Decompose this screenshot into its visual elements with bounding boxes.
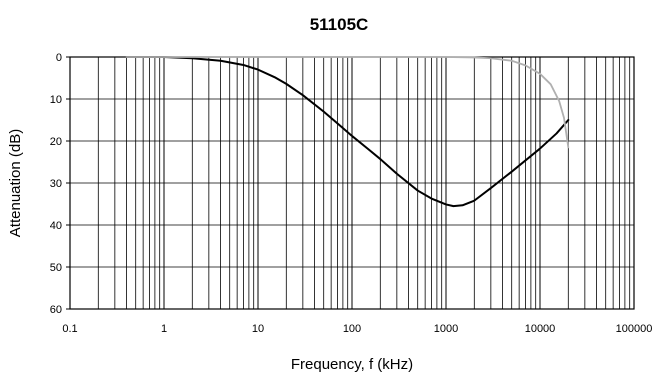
x-tick-label: 100 <box>343 323 361 335</box>
y-tick-label: 60 <box>50 304 62 316</box>
x-axis-label: Frequency, f (kHz) <box>291 356 413 373</box>
y-axis-label: Attenuation (dB) <box>7 129 24 237</box>
y-tick-label: 10 <box>50 94 62 106</box>
x-tick-label: 10000 <box>525 323 556 335</box>
chart-title: 51105C <box>310 15 369 34</box>
x-tick-label: 100000 <box>616 323 653 335</box>
x-tick-labels: 0.1 1 10 100 1000 10000 100000 <box>62 323 652 335</box>
series-lines <box>125 56 570 208</box>
y-tick-label: 40 <box>50 220 62 232</box>
x-tick-label: 1000 <box>434 323 458 335</box>
y-tick-labels: 0 10 20 30 40 50 60 <box>50 52 62 316</box>
y-tick-label: 50 <box>50 262 62 274</box>
y-tick-label: 30 <box>50 178 62 190</box>
x-tick-label: 1 <box>161 323 167 335</box>
series-line-2 <box>125 56 570 149</box>
y-tick-label: 20 <box>50 136 62 148</box>
grid <box>66 56 634 310</box>
x-tick-label: 10 <box>252 323 264 335</box>
x-tick-label: 0.1 <box>62 323 77 335</box>
series-line-1 <box>125 56 570 208</box>
y-tick-label: 0 <box>56 52 62 64</box>
